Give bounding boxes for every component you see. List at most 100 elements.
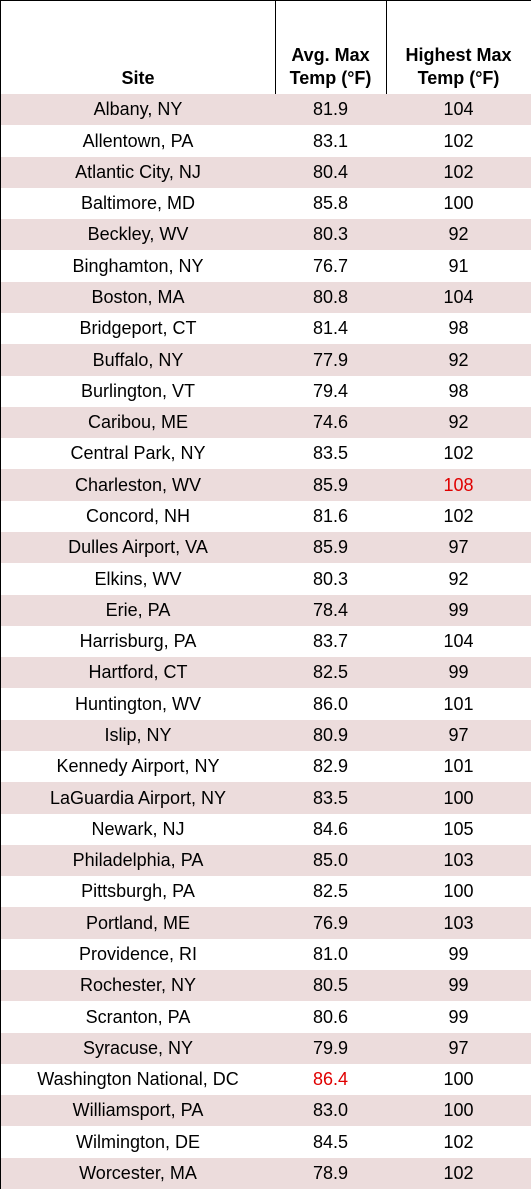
site-cell: Washington National, DC [0,1064,276,1096]
site-cell: LaGuardia Airport, NY [0,782,276,815]
site-cell: Kennedy Airport, NY [0,751,276,783]
value-cell: 81.4 [275,313,387,345]
value-cell: 84.6 [275,814,387,846]
value-cell: 83.5 [275,782,387,815]
site-cell: Elkins, WV [0,563,276,596]
site-cell: Syracuse, NY [0,1033,276,1065]
header-cell: Highest Max Temp (°F) [386,0,531,95]
value-cell: 77.9 [275,344,387,377]
value-cell: 79.4 [275,376,387,408]
site-cell: Concord, NH [0,501,276,533]
site-cell: Philadelphia, PA [0,845,276,877]
value-cell: 104 [386,94,531,126]
value-cell: 99 [386,1001,531,1034]
site-cell: Harrisburg, PA [0,626,276,658]
site-cell: Central Park, NY [0,438,276,470]
value-cell: 102 [386,438,531,470]
site-cell: Atlantic City, NJ [0,157,276,189]
value-cell: 92 [386,563,531,596]
header-text: Temp (°F) [417,68,500,88]
value-cell: 76.9 [275,907,387,940]
value-cell: 82.5 [275,657,387,689]
site-cell: Allentown, PA [0,125,276,158]
value-cell: 101 [386,751,531,783]
site-cell: Erie, PA [0,595,276,627]
site-cell: Bridgeport, CT [0,313,276,345]
value-cell: 92 [386,219,531,251]
value-cell: 83.7 [275,626,387,658]
value-cell: 83.5 [275,438,387,470]
value-cell: 104 [386,282,531,314]
value-cell: 85.0 [275,845,387,877]
value-cell: 80.3 [275,219,387,251]
value-cell: 99 [386,939,531,971]
value-cell: 82.5 [275,876,387,908]
site-cell: Pittsburgh, PA [0,876,276,908]
value-cell: 105 [386,814,531,846]
value-cell: 100 [386,782,531,815]
site-cell: Worcester, MA [0,1158,276,1189]
site-cell: Binghamton, NY [0,250,276,283]
value-cell: 86.0 [275,688,387,721]
site-cell: Boston, MA [0,282,276,314]
value-cell: 80.8 [275,282,387,314]
value-cell: 98 [386,376,531,408]
header-text: Temp (°F) [289,68,372,88]
value-cell: 101 [386,688,531,721]
value-cell: 80.3 [275,563,387,596]
site-cell: Scranton, PA [0,1001,276,1034]
value-cell: 100 [386,1095,531,1127]
value-cell: 108 [386,469,531,502]
value-cell: 80.4 [275,157,387,189]
value-cell: 103 [386,907,531,940]
value-cell: 78.4 [275,595,387,627]
value-cell: 103 [386,845,531,877]
value-cell: 85.9 [275,469,387,502]
value-cell: 97 [386,1033,531,1065]
value-cell: 102 [386,1126,531,1159]
site-cell: Beckley, WV [0,219,276,251]
header-text: Site [121,68,155,88]
site-cell: Williamsport, PA [0,1095,276,1127]
site-cell: Dulles Airport, VA [0,532,276,564]
value-cell: 91 [386,250,531,283]
value-cell: 80.9 [275,720,387,752]
site-cell: Caribou, ME [0,407,276,439]
value-cell: 102 [386,157,531,189]
value-cell: 81.6 [275,501,387,533]
value-cell: 97 [386,720,531,752]
site-cell: Hartford, CT [0,657,276,689]
value-cell: 98 [386,313,531,345]
value-cell: 102 [386,125,531,158]
value-cell: 85.9 [275,532,387,564]
value-cell: 99 [386,657,531,689]
header-text: Highest Max [405,45,512,65]
value-cell: 104 [386,626,531,658]
value-cell: 97 [386,532,531,564]
site-cell: Charleston, WV [0,469,276,502]
value-cell: 76.7 [275,250,387,283]
header-cell: Avg. Max Temp (°F) [275,0,387,95]
header-text: Avg. Max [291,45,370,65]
value-cell: 81.0 [275,939,387,971]
site-cell: Buffalo, NY [0,344,276,377]
site-cell: Providence, RI [0,939,276,971]
value-cell: 100 [386,876,531,908]
value-cell: 100 [386,1064,531,1096]
value-cell: 74.6 [275,407,387,439]
site-cell: Islip, NY [0,720,276,752]
value-cell: 86.4 [275,1064,387,1096]
site-cell: Huntington, WV [0,688,276,721]
site-cell: Baltimore, MD [0,188,276,220]
value-cell: 85.8 [275,188,387,220]
value-cell: 82.9 [275,751,387,783]
value-cell: 102 [386,1158,531,1189]
value-cell: 99 [386,595,531,627]
value-cell: 102 [386,501,531,533]
site-cell: Rochester, NY [0,970,276,1002]
value-cell: 81.9 [275,94,387,126]
value-cell: 80.6 [275,1001,387,1034]
site-cell: Newark, NJ [0,814,276,846]
value-cell: 84.5 [275,1126,387,1159]
